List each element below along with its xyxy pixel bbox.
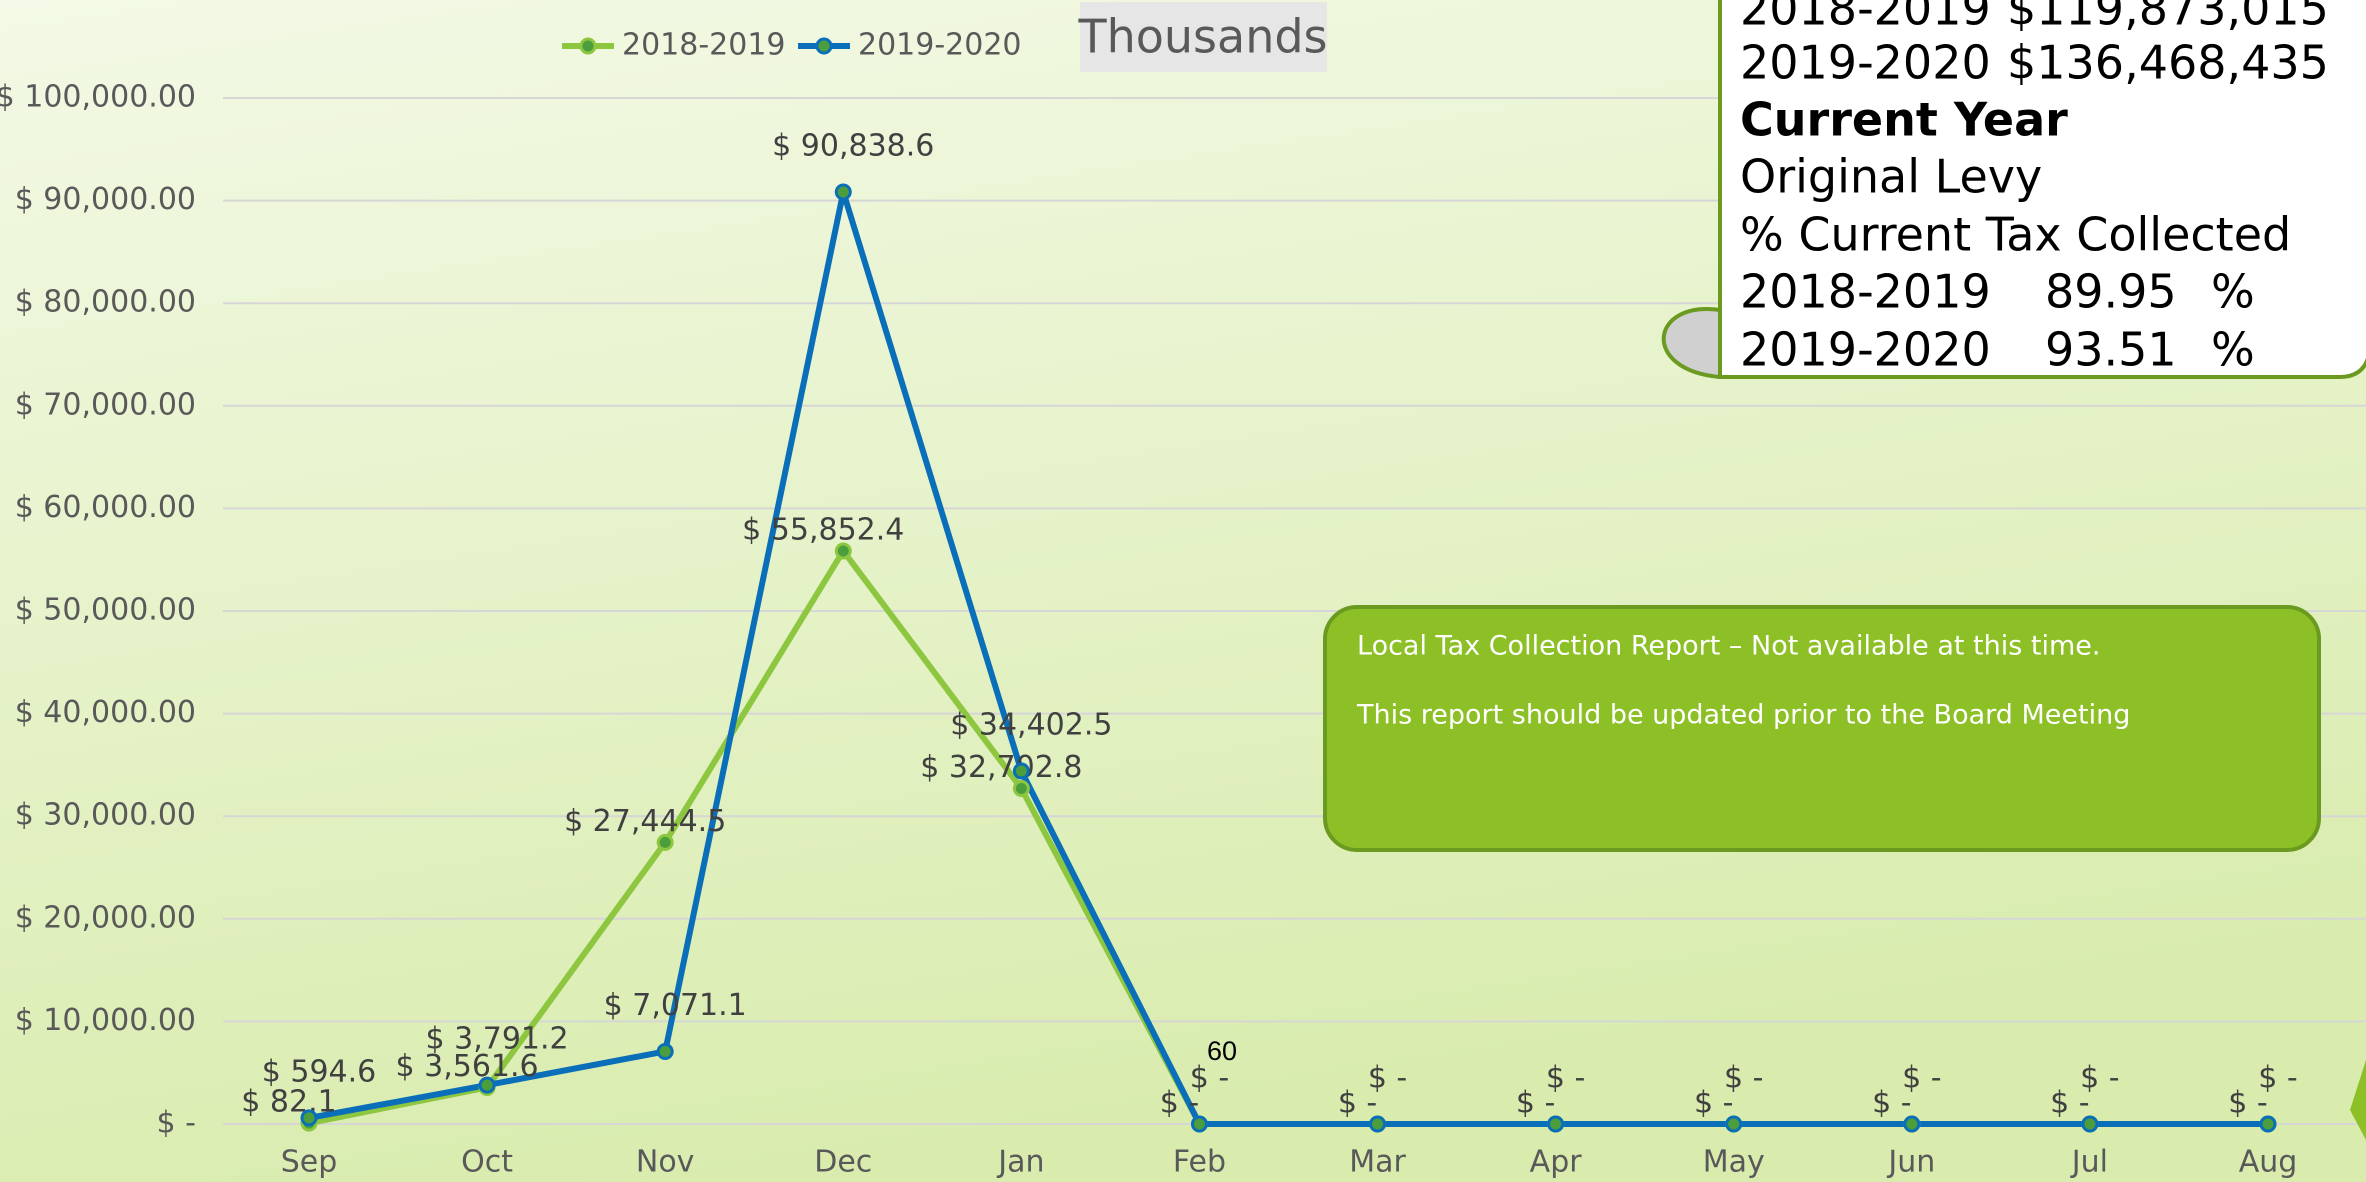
marker [1903, 1115, 1921, 1133]
marker [1547, 1115, 1565, 1133]
x-tick-label: May [1703, 1145, 1765, 1180]
data-label: $ 82.1 [241, 1085, 336, 1120]
info-box [1718, 0, 2366, 379]
notice-line: This report should be updated prior to t… [1356, 700, 2130, 731]
data-label: $ - [1902, 1061, 1941, 1096]
x-tick-label: Mar [1349, 1145, 1406, 1180]
notice-line: Local Tax Collection Report – Not availa… [1357, 631, 2100, 662]
data-label: $ - [1368, 1061, 1407, 1096]
y-tick-label: $ - [157, 1106, 196, 1141]
marker [656, 833, 674, 851]
x-tick-label: Aug [2239, 1145, 2298, 1180]
marker [1012, 762, 1030, 780]
y-tick-label: $ 20,000.00 [15, 900, 196, 935]
marker [656, 1042, 674, 1060]
data-label: $ 32,702.8 [920, 750, 1082, 785]
marker [834, 183, 852, 201]
x-tick-label: Sep [281, 1145, 338, 1180]
y-tick-label: $ 80,000.00 [15, 285, 196, 320]
info-heading: Current Year [1740, 93, 2068, 147]
marker [1190, 1115, 1208, 1133]
data-label: $ - [1160, 1086, 1199, 1121]
info-unit: % [2211, 265, 2255, 319]
x-tick-label: Oct [461, 1145, 513, 1180]
y-tick-label: $ 70,000.00 [15, 387, 196, 422]
marker [2259, 1115, 2277, 1133]
x-tick-label: Dec [814, 1145, 872, 1180]
y-tick-label: $ 40,000.00 [15, 695, 196, 730]
data-label: $ - [1190, 1061, 1229, 1096]
data-label: $ - [1516, 1086, 1555, 1121]
notice-box [1323, 605, 2321, 852]
y-tick-label: $ 60,000.00 [15, 490, 196, 525]
x-tick-label: Jun [1886, 1145, 1935, 1180]
callout-curl [1661, 307, 1721, 379]
data-label: $ - [1694, 1086, 1733, 1121]
legend-label: 2018-2019 [622, 28, 786, 63]
info-label: 2018-2019 [1740, 265, 1991, 319]
unit-label-bg [1080, 2, 1327, 72]
y-tick-label: $ 30,000.00 [15, 798, 196, 833]
marker [834, 542, 852, 560]
legend-marker [579, 37, 597, 55]
marker [1012, 779, 1030, 797]
info-label: 2018-2019 [1740, 0, 1991, 36]
data-label: $ 27,444.5 [564, 804, 726, 839]
plot: $ 82.1 $ 3,561.6 $ 27,444.5 $ 55,852.4 $ 32,… [241, 128, 2298, 1133]
legend: 2018-2019 2019-2020 [562, 28, 1022, 63]
info-label: Original Levy [1740, 150, 2042, 204]
data-label: $ - [2258, 1061, 2297, 1096]
legend-marker [815, 37, 833, 55]
info-label: 2019-2020 [1740, 36, 1991, 90]
data-label: $ 3,561.6 [396, 1049, 539, 1084]
info-value: 93.51 [2045, 323, 2177, 377]
grid: $ - $ 10,000.00 $ 20,000.00 $ 30,000.00 $ 40… [0, 80, 2366, 1180]
data-label: $ - [2080, 1061, 2119, 1096]
data-label: $ 7,071.1 [604, 988, 747, 1023]
y-tick-label: $ 100,000.00 [0, 80, 196, 115]
data-label: $ - [1872, 1086, 1911, 1121]
edge-shape [2350, 1060, 2366, 1140]
data-label: $ 55,852.4 [742, 512, 904, 547]
x-tick-label: Jul [2070, 1145, 2108, 1180]
data-label: $ 3,791.2 [426, 1022, 569, 1057]
marker [478, 1076, 496, 1094]
y-tick-label: $ 50,000.00 [15, 593, 196, 628]
data-label: $ - [2050, 1086, 2089, 1121]
marker [2081, 1115, 2099, 1133]
data-label: $ - [1338, 1086, 1377, 1121]
y-tick-label: $ 10,000.00 [15, 1003, 196, 1038]
y-tick-label: $ 90,000.00 [15, 182, 196, 217]
legend-label: 2019-2020 [858, 28, 1022, 63]
info-value: 89.95 [2045, 265, 2177, 319]
info-value: $119,873,015 [2007, 0, 2329, 36]
unit-label: Thousands [1077, 10, 1327, 64]
data-label: $ 34,402.5 [950, 708, 1112, 743]
info-label: % Current Tax Collected [1740, 208, 2291, 262]
x-tick-label: Nov [636, 1145, 695, 1180]
annotation: 60 [1207, 1036, 1237, 1066]
info-label: 2019-2020 [1740, 323, 1991, 377]
marker [300, 1109, 318, 1127]
data-label: $ - [1724, 1061, 1763, 1096]
marker [1725, 1115, 1743, 1133]
x-tick-label: Jan [996, 1145, 1044, 1180]
data-label: $ 594.6 [262, 1054, 377, 1089]
data-label: $ - [1546, 1061, 1585, 1096]
data-label: $ 90,838.6 [772, 128, 934, 163]
data-label: $ - [2228, 1086, 2267, 1121]
info-value: $136,468,435 [2007, 36, 2329, 90]
marker [1369, 1115, 1387, 1133]
x-tick-label: Feb [1173, 1145, 1226, 1180]
series-line [308, 188, 2268, 1127]
x-tick-label: Apr [1530, 1145, 1583, 1180]
info-unit: % [2211, 323, 2255, 377]
